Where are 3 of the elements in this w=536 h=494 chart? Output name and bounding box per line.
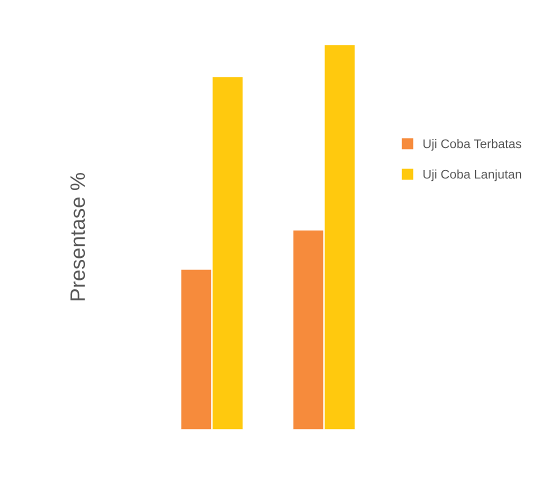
y-axis-title: Presentase % — [70, 173, 86, 300]
legend-label: Uji Coba Lanjutan — [423, 169, 522, 182]
legend-label: Uji Coba Terbatas — [423, 139, 522, 151]
